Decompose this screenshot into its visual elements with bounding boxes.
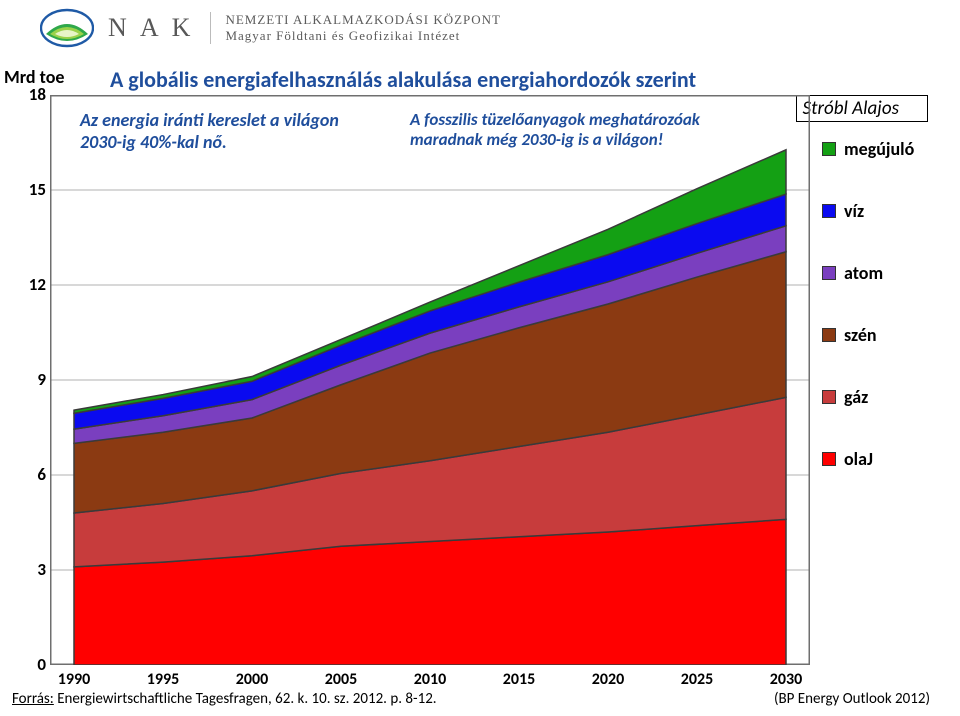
legend-label: olaJ <box>844 448 873 470</box>
nak-logo <box>40 8 94 48</box>
x-tick: 2005 <box>325 670 357 689</box>
brand-subtitle-block: NEMZETI ALKALMAZKODÁSI KÖZPONT Magyar Fö… <box>210 12 501 44</box>
x-tick: 2010 <box>414 670 446 689</box>
legend-item-olaj: olaJ <box>822 448 942 470</box>
x-tick: 2025 <box>681 670 713 689</box>
y-tick: 3 <box>20 559 46 580</box>
chart-title: A globális energiafelhasználás alakulása… <box>110 66 696 93</box>
y-tick: 9 <box>20 369 46 390</box>
footer-source-text: Energiewirtschaftliche Tagesfragen, 62. … <box>54 690 437 708</box>
legend-item-gaz: gáz <box>822 386 942 408</box>
y-tick: 0 <box>20 654 46 675</box>
brand-subtitle-1: NEMZETI ALKALMAZKODÁSI KÖZPONT <box>225 12 501 28</box>
footer-right: (BP Energy Outlook 2012) <box>774 690 930 708</box>
chart-area: 0369121518 19901995200020052010201520202… <box>50 95 810 665</box>
y-tick: 18 <box>20 84 46 105</box>
legend-label: megújuló <box>844 138 914 160</box>
footer-source-label: Forrás: <box>12 690 54 708</box>
x-tick: 1990 <box>58 670 90 689</box>
x-tick: 2030 <box>770 670 802 689</box>
legend-swatch <box>822 452 836 466</box>
legend: megújuló víz atom szén gáz olaJ <box>822 138 942 470</box>
header: N A K NEMZETI ALKALMAZKODÁSI KÖZPONT Mag… <box>40 8 501 48</box>
y-tick: 6 <box>20 464 46 485</box>
legend-item-szen: szén <box>822 324 942 346</box>
stacked-area-chart <box>50 95 810 665</box>
legend-swatch <box>822 390 836 404</box>
x-tick: 1995 <box>147 670 179 689</box>
brand-text: N A K <box>108 13 194 43</box>
legend-label: atom <box>844 262 883 284</box>
legend-item-atom: atom <box>822 262 942 284</box>
legend-label: szén <box>844 324 877 346</box>
x-tick: 2015 <box>503 670 535 689</box>
brand-subtitle-2: Magyar Földtani és Geofizikai Intézet <box>225 28 501 44</box>
legend-item-viz: víz <box>822 200 942 222</box>
x-tick: 2000 <box>236 670 268 689</box>
y-tick: 12 <box>20 274 46 295</box>
author-credit: Stróbl Alajos <box>796 95 928 122</box>
footer-source: Forrás: Energiewirtschaftliche Tagesfrag… <box>12 690 437 708</box>
y-tick: 15 <box>20 179 46 200</box>
brand-nak: N A K <box>108 13 194 43</box>
x-tick: 2020 <box>592 670 624 689</box>
legend-swatch <box>822 328 836 342</box>
legend-label: víz <box>844 200 864 222</box>
slide-root: N A K NEMZETI ALKALMAZKODÁSI KÖZPONT Mag… <box>0 0 960 716</box>
legend-item-megujulo: megújuló <box>822 138 942 160</box>
legend-swatch <box>822 204 836 218</box>
legend-label: gáz <box>844 386 868 408</box>
legend-swatch <box>822 142 836 156</box>
legend-swatch <box>822 266 836 280</box>
